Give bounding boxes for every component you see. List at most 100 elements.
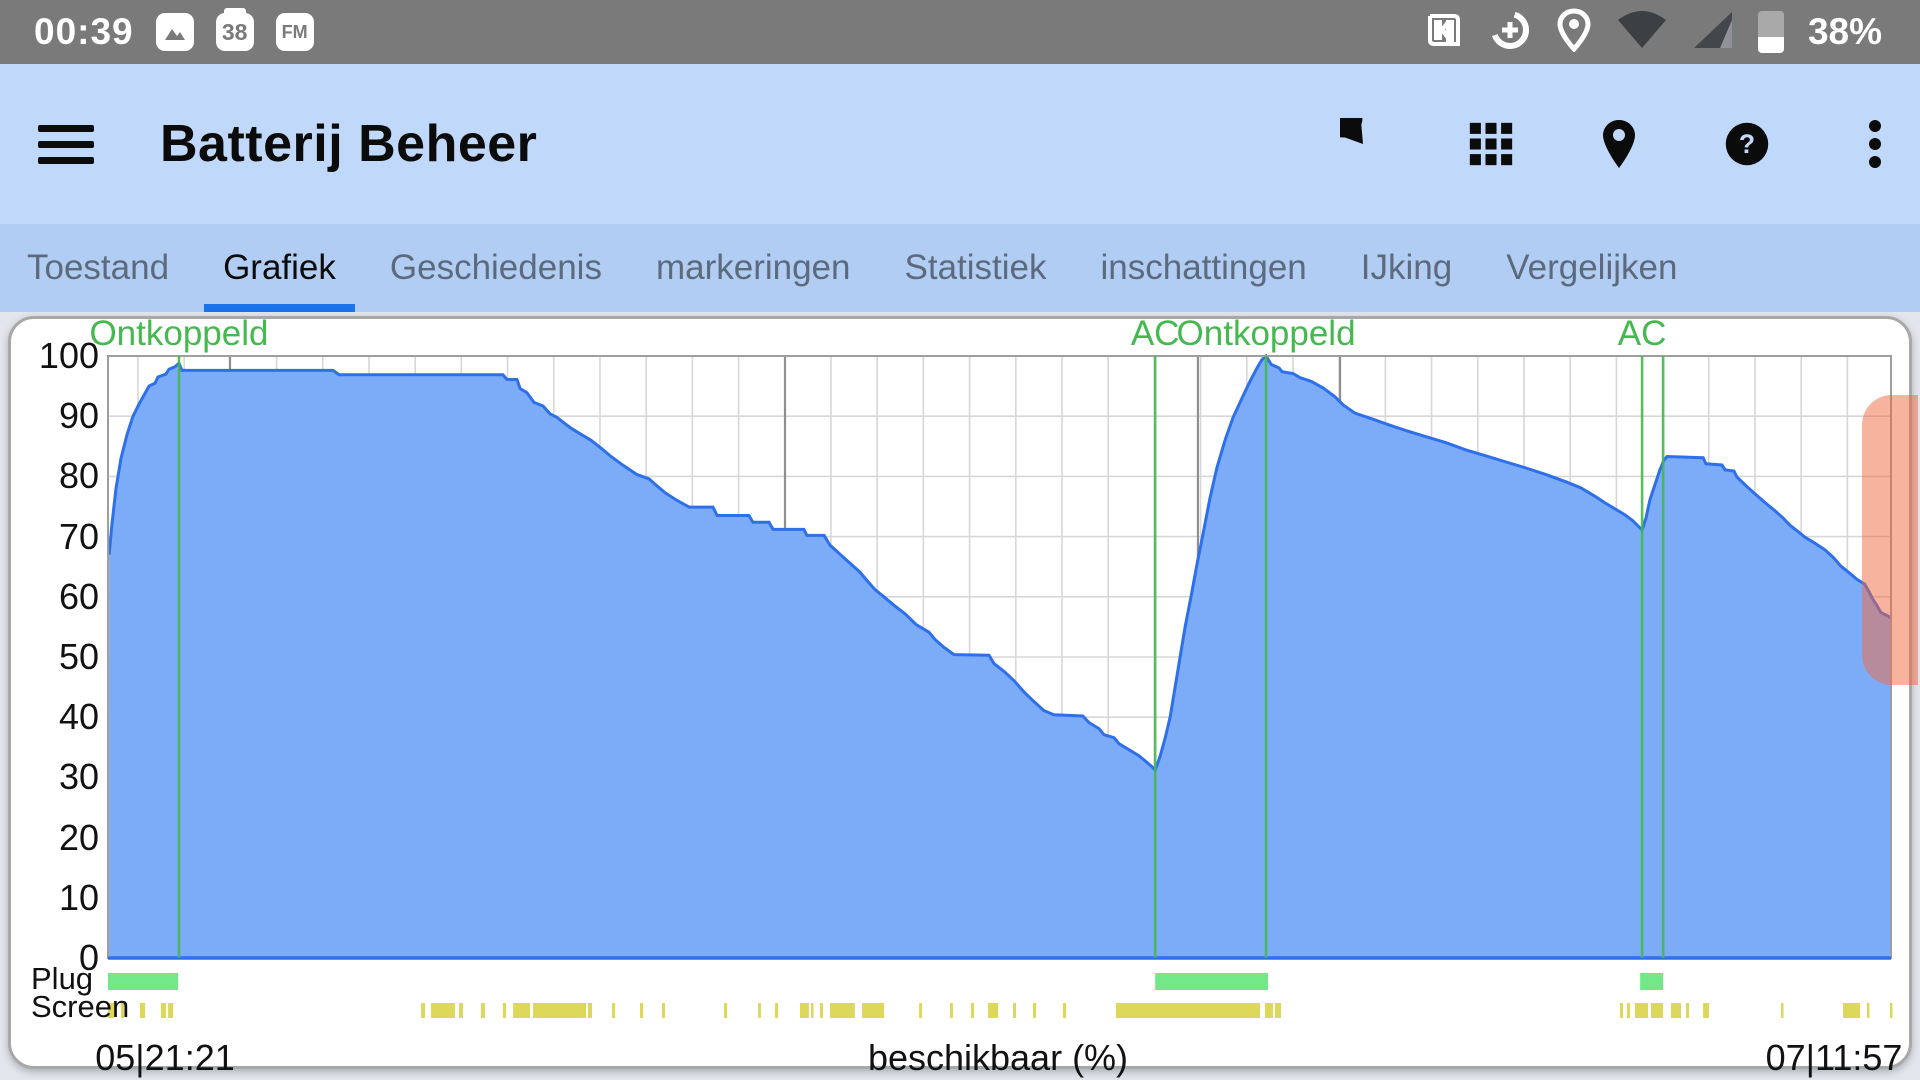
screen-on-bar <box>1619 1003 1624 1018</box>
charger-event-label: Ontkoppeld <box>1176 314 1356 353</box>
x-axis-title: beschikbaar (%) <box>867 1037 1129 1078</box>
screen-on-bar <box>1013 1003 1017 1018</box>
screen-on-bar <box>160 1003 166 1018</box>
screen-on-bar <box>1703 1003 1709 1018</box>
tab-geschiedenis[interactable]: Geschiedenis <box>389 248 602 287</box>
y-axis-label: 60 <box>58 575 99 617</box>
fm-label: FM <box>281 21 308 42</box>
screen-on-bar <box>988 1003 999 1018</box>
battery-area-fill <box>109 356 1891 958</box>
y-axis-label: 30 <box>58 756 99 798</box>
screen-on-bar <box>949 1003 953 1018</box>
help-icon[interactable]: ? <box>1724 121 1770 167</box>
screen-on-bar <box>587 1003 593 1018</box>
screen-on-bar <box>1264 1003 1274 1018</box>
nfc-icon <box>1424 10 1464 55</box>
screen-on-bar <box>724 1003 728 1018</box>
clock: 00:39 <box>34 11 134 52</box>
screen-on-bar <box>1115 1003 1260 1018</box>
screen-on-bar <box>108 1003 115 1018</box>
screen-on-bar <box>1670 1003 1681 1018</box>
screen-on-bar <box>168 1003 174 1018</box>
plug-on-bar <box>1155 973 1269 990</box>
screen-on-bar <box>1062 1003 1067 1018</box>
battery-icon <box>1757 11 1784 53</box>
screen-on-bar <box>1889 1003 1893 1018</box>
screen-on-bar <box>862 1003 884 1018</box>
y-axis-label: 10 <box>58 876 99 918</box>
fm-radio-icon: FM <box>275 13 314 51</box>
screen-on-bar <box>819 1003 823 1018</box>
tab-bar: Toestand Grafiek Geschiedenis markeringe… <box>0 224 1920 312</box>
battery-line <box>107 353 1892 774</box>
y-axis-label: 20 <box>58 816 99 858</box>
screen-on-bar <box>1274 1003 1282 1018</box>
page-title: Batterij Beheer <box>160 115 538 173</box>
plug-on-bar <box>108 973 179 990</box>
screen-on-bar <box>1780 1003 1784 1018</box>
screen-on-bar <box>139 1003 146 1018</box>
screen-on-bar <box>421 1003 426 1018</box>
charger-event-label: AC <box>1130 314 1180 353</box>
y-axis-label: 90 <box>58 395 99 437</box>
screen-on-bar <box>1626 1003 1630 1018</box>
battery-percent: 38% <box>1807 11 1882 52</box>
screen-on-bar <box>1033 1003 1037 1018</box>
status-bar: 00:39 38 FM 38% <box>0 0 1920 64</box>
screen-on-bar <box>481 1003 485 1018</box>
tab-ijking[interactable]: IJking <box>1360 248 1453 287</box>
screen-on-bar <box>533 1003 587 1018</box>
status-bar-left: 00:39 38 FM <box>0 8 314 53</box>
tab-grafiek[interactable]: Grafiek <box>196 224 363 312</box>
screen-on-bar <box>799 1003 809 1018</box>
battery-chart-card[interactable]: 0 10 20 30 40 50 60 70 80 90 100 Ontkoppeld AC Ontko… <box>8 314 1912 1078</box>
tab-vergelijken[interactable]: Vergelijken <box>1506 248 1678 287</box>
tab-markeringen[interactable]: markeringen <box>655 248 851 287</box>
screen-on-bar <box>829 1003 855 1018</box>
pie-chart-icon[interactable] <box>1340 118 1386 167</box>
overflow-menu-icon[interactable] <box>1852 120 1898 168</box>
grid-icon[interactable] <box>1468 121 1514 167</box>
edge-panel-handle[interactable] <box>1862 395 1918 685</box>
tab-toestand[interactable]: Toestand <box>27 248 170 287</box>
battery-area-chart[interactable] <box>11 319 1909 1066</box>
status-bar-right: 38% <box>1424 7 1920 57</box>
y-axis-label: 80 <box>58 455 99 497</box>
svg-text:?: ? <box>1739 129 1755 159</box>
screen-on-bar <box>970 1003 975 1018</box>
tab-statistiek[interactable]: Statistiek <box>904 248 1047 287</box>
screen-on-bar <box>431 1003 455 1018</box>
x-axis-start-label: 05|21:21 <box>95 1037 235 1078</box>
location-pin-icon[interactable] <box>1596 120 1642 168</box>
screen-on-bar <box>1634 1003 1648 1018</box>
screen-on-bar <box>811 1003 814 1018</box>
charger-event-label: Ontkoppeld <box>89 314 269 353</box>
tab-inschattingen[interactable]: inschattingen <box>1100 248 1307 287</box>
screen-on-bar <box>758 1003 761 1018</box>
screen-on-bar <box>1685 1003 1689 1018</box>
gallery-icon <box>155 13 194 51</box>
y-axis-label: 70 <box>58 515 99 557</box>
x-axis-end-label: 07|11:57 <box>1765 1037 1903 1078</box>
app-bar: Batterij Beheer ? <box>0 64 1920 224</box>
screen-on-bar <box>640 1003 644 1018</box>
screen-on-bar <box>775 1003 779 1018</box>
screen-on-bar <box>919 1003 922 1018</box>
location-icon <box>1556 7 1592 57</box>
battery-widget-value: 38 <box>221 18 248 45</box>
charger-event-label: AC <box>1617 314 1667 353</box>
screen-on-bar <box>1866 1003 1870 1018</box>
screen-on-bar <box>661 1003 666 1018</box>
y-axis-label: 40 <box>58 696 99 738</box>
screen-on-bar <box>612 1003 616 1018</box>
plug-row-label: Plug <box>31 961 94 996</box>
menu-icon[interactable] <box>38 120 102 168</box>
data-saver-icon <box>1488 8 1532 57</box>
screen-row-label: Screen <box>31 989 130 1024</box>
y-axis-label: 100 <box>38 335 99 376</box>
screen-on-bar <box>121 1003 125 1018</box>
plug-on-bar <box>1640 973 1664 990</box>
y-axis-label: 50 <box>58 636 99 677</box>
screen-on-bar <box>459 1003 463 1018</box>
screen-on-bar <box>513 1003 531 1018</box>
